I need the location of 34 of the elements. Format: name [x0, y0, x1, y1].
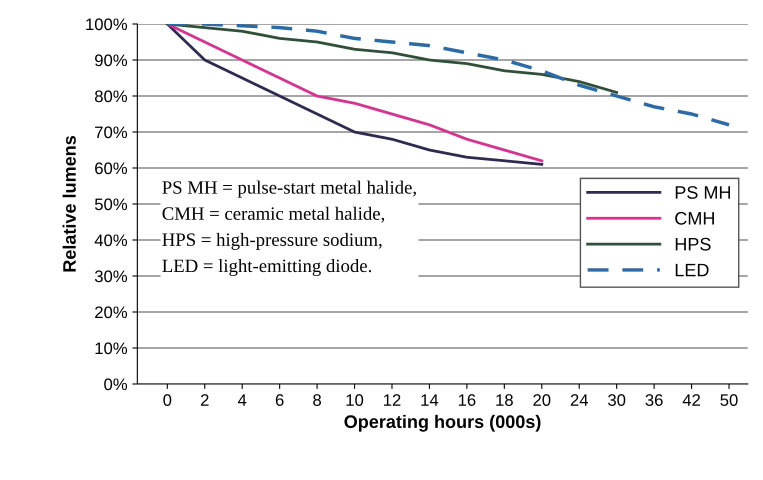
x-tick-label: 4 [238, 394, 246, 406]
x-tick-label: 30 [608, 394, 626, 406]
y-tick-label: 90% [95, 54, 128, 66]
legend-label: CMH [675, 212, 714, 225]
x-tick-label: 0 [163, 394, 172, 406]
y-axis-title: Relative lumens [62, 136, 76, 272]
y-tick-label: 60% [95, 162, 128, 174]
x-tick-label: 14 [421, 394, 438, 406]
y-tick-label: 40% [94, 234, 128, 246]
y-tick-label: 0% [104, 378, 128, 390]
legend-label: LED [676, 264, 709, 276]
x-tick-label: 12 [384, 394, 400, 406]
annotation: PS MH = pulse-start metal halide, CMH = ceramic metal halide, HPS = high-pressure sodium, LED = light-emitting diode. [162, 180, 416, 276]
x-tick-label: 8 [313, 394, 321, 406]
x-tick-label: 6 [276, 394, 284, 406]
x-tick-label: 36 [645, 394, 663, 406]
y-tick-label: 30% [94, 270, 128, 282]
x-tick-label: 24 [570, 394, 588, 406]
y-tick-label: 70% [95, 126, 128, 138]
y-tick-label: 10% [96, 342, 128, 354]
y-tick-label: 100% [86, 18, 128, 30]
x-tick-label: 50 [720, 394, 738, 406]
x-tick-label: 20 [533, 394, 550, 406]
x-tick-label: 18 [496, 394, 513, 406]
y-tick-label: 80% [94, 90, 128, 102]
x-tick-label: 2 [200, 394, 209, 406]
y-tick-label: 20% [95, 306, 128, 318]
legend-label: HPS [676, 238, 711, 251]
x-tick-label: 10 [346, 394, 364, 406]
y-tick-label: 50% [94, 198, 128, 210]
x-tick-label: 42 [682, 394, 700, 406]
legend-label: PS MH [676, 186, 730, 199]
x-axis-title: Operating hours (000s) [344, 414, 540, 432]
x-tick-label: 16 [458, 394, 476, 406]
